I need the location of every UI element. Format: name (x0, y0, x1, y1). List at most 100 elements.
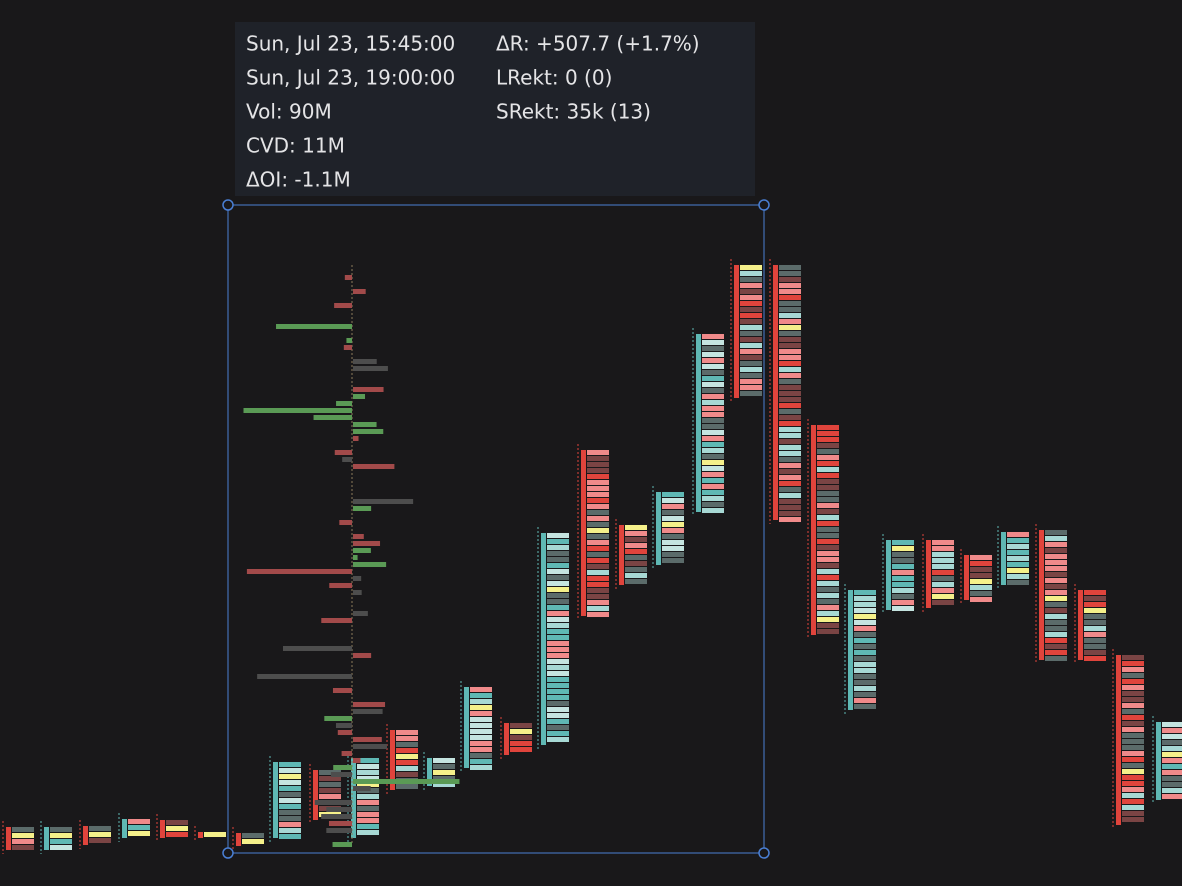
footprint-cell (204, 832, 226, 837)
profile-bar (282, 646, 352, 651)
footprint-cell (547, 653, 569, 658)
candle-edge (964, 555, 969, 600)
footprint-cell (702, 430, 724, 435)
footprint-cell (12, 845, 34, 850)
footprint-cell (817, 485, 839, 490)
footprint-cell (779, 265, 801, 270)
candle-edge (656, 492, 661, 565)
footprint-cell (547, 731, 569, 736)
footprint-cell (702, 418, 724, 423)
footprint-cell (279, 786, 301, 791)
footprint-cell (702, 334, 724, 339)
footprint-cell (1084, 590, 1106, 595)
footprint-cell (817, 581, 839, 586)
candle-edge (504, 723, 509, 755)
selection-handle[interactable] (222, 847, 234, 859)
footprint-cell (1045, 596, 1067, 601)
footprint-cell (357, 758, 379, 763)
footprint-cell (817, 425, 839, 430)
footprint-cell (1122, 685, 1144, 690)
footprint-cell (587, 588, 609, 593)
tooltip: Sun, Jul 23, 15:45:00 Sun, Jul 23, 19:00… (235, 22, 755, 196)
footprint-cell (1084, 656, 1106, 661)
footprint-cell (547, 569, 569, 574)
footprint-cell (319, 788, 341, 793)
footprint-cell (779, 457, 801, 462)
footprint-cell (587, 576, 609, 581)
footprint-cell (662, 522, 684, 527)
footprint-cell (854, 590, 876, 595)
footprint-cell (587, 612, 609, 617)
footprint-cell (587, 552, 609, 557)
footprint-cell (970, 567, 992, 572)
profile-bar (353, 366, 388, 371)
footprint-cell (1084, 632, 1106, 637)
footprint-cell (702, 382, 724, 387)
tooltip-text: CVD: 11M (246, 134, 345, 158)
profile-bar (353, 576, 362, 581)
candle-edge (83, 826, 88, 845)
footprint-cell (50, 839, 72, 844)
footprint-cell (625, 555, 647, 560)
profile-bar (353, 548, 371, 553)
footprint-cell (357, 824, 379, 829)
profile-bar (353, 779, 460, 784)
footprint-cell (779, 433, 801, 438)
footprint-cell (587, 594, 609, 599)
profile-bar (353, 709, 383, 714)
footprint-cell (779, 343, 801, 348)
footprint-cell (702, 466, 724, 471)
footprint-cell (892, 558, 914, 563)
profile-bar (326, 807, 352, 812)
footprint-cell (89, 838, 111, 843)
selection-handle[interactable] (758, 199, 770, 211)
footprint-cell (470, 735, 492, 740)
footprint-cell (662, 516, 684, 521)
footprint-cell (357, 794, 379, 799)
footprint-cell (817, 497, 839, 502)
profile-bar (346, 338, 352, 343)
selection-box[interactable] (227, 204, 765, 854)
footprint-cell (779, 283, 801, 288)
footprint-cell (854, 662, 876, 667)
footprint-cell (1045, 536, 1067, 541)
footprint-cell (396, 784, 418, 789)
footprint-cell (12, 839, 34, 844)
footprint-cell (433, 782, 455, 787)
footprint-cell (1122, 715, 1144, 720)
footprint-cell (779, 337, 801, 342)
footprint-cell (892, 576, 914, 581)
footprint-cell (702, 352, 724, 357)
footprint-cell (547, 659, 569, 664)
tooltip-text: ΔOI: -1.1M (246, 168, 351, 192)
candle-edge (6, 827, 11, 850)
footprint-cell (50, 827, 72, 832)
footprint-cell (702, 496, 724, 501)
footprint-cell (1162, 722, 1182, 727)
footprint-cell (1122, 697, 1144, 702)
profile-bar (276, 324, 352, 329)
footprint-cell (625, 525, 647, 530)
footprint-cell (1045, 578, 1067, 583)
footprint-cell (854, 644, 876, 649)
footprint-cell (470, 747, 492, 752)
footprint-cell (740, 277, 762, 282)
footprint-cell (702, 340, 724, 345)
footprint-cell (396, 754, 418, 759)
selection-handle[interactable] (222, 199, 234, 211)
footprint-cell (319, 782, 341, 787)
footprint-cell (817, 473, 839, 478)
footprint-cell (779, 403, 801, 408)
footprint-cell (547, 701, 569, 706)
footprint-cell (817, 503, 839, 508)
footprint-cell (319, 794, 341, 799)
footprint-cell (702, 490, 724, 495)
footprint-cell (854, 614, 876, 619)
footprint-cell (932, 582, 954, 587)
profile-bar (334, 450, 352, 455)
tooltip-text: Sun, Jul 23, 15:45:00 (246, 32, 455, 56)
profile-bar (341, 751, 352, 756)
footprint-cell (1122, 727, 1144, 732)
candle-edge (44, 827, 49, 850)
selection-handle[interactable] (758, 847, 770, 859)
